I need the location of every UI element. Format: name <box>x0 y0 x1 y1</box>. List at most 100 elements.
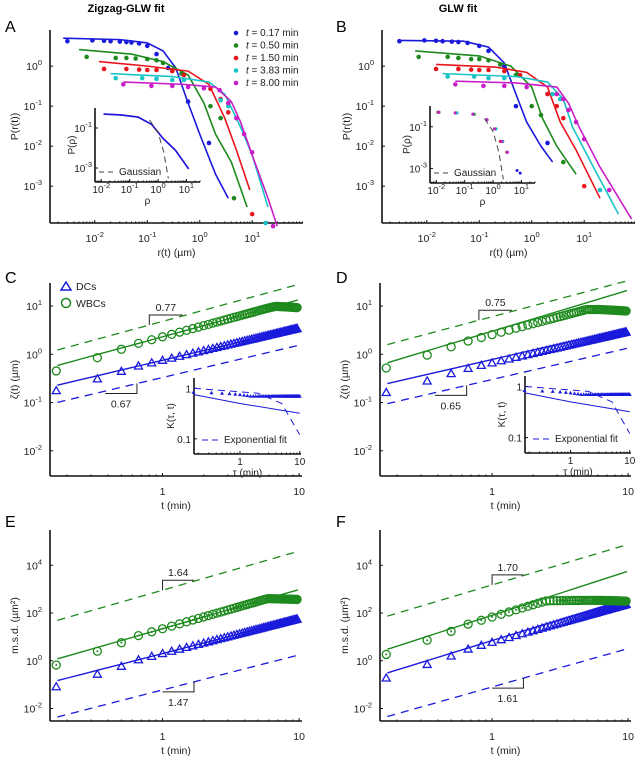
data-point <box>226 110 231 115</box>
data-point <box>124 40 129 45</box>
data-point <box>469 57 474 62</box>
data-point-circle <box>52 367 60 375</box>
data-point <box>445 55 450 60</box>
guide-dashed-line <box>387 649 627 717</box>
data-point <box>397 39 402 44</box>
exp-legend-label: Exponential fit <box>555 434 618 445</box>
data-point-circle <box>382 364 390 372</box>
tick-exponent: -2 <box>439 182 446 191</box>
data-point <box>124 56 129 61</box>
tick-exponent: 2 <box>368 605 372 614</box>
fit-line <box>399 40 552 162</box>
data-point <box>477 68 482 73</box>
data-point <box>145 44 150 49</box>
tick-exponent: -2 <box>429 230 436 239</box>
data-point-dot <box>171 625 173 627</box>
tick-exponent: -1 <box>132 181 139 190</box>
tick-exponent: -1 <box>365 395 372 404</box>
legend-marker <box>234 31 239 36</box>
inset-point <box>209 391 213 395</box>
tick-exponent: 0 <box>38 346 42 355</box>
data-point <box>250 212 255 217</box>
guide-dashed-line <box>57 551 297 620</box>
x-tick-label: 10-2 <box>418 230 436 245</box>
x-tick-label: 100 <box>524 230 540 245</box>
inset-point <box>233 392 237 396</box>
data-point <box>102 38 107 43</box>
tick-exponent: -2 <box>365 701 372 710</box>
y-tick-label: 1 <box>516 382 522 393</box>
inset: 10-2 10-1 100 10110-110-3ρP(ρ)Gaussian <box>402 106 535 208</box>
inset-point <box>493 127 496 130</box>
data-point <box>149 84 154 89</box>
data-point <box>481 84 486 89</box>
tick-exponent: 1 <box>525 182 529 191</box>
data-point <box>118 39 123 44</box>
data-point-circle <box>524 321 532 329</box>
y-tick-label: 1 <box>185 384 191 395</box>
legend-value: = 8.00 min <box>249 78 299 89</box>
data-point <box>486 49 491 54</box>
y-tick-label: 101 <box>26 298 42 313</box>
data-point <box>170 69 175 74</box>
inset-point <box>573 391 577 395</box>
fit-line <box>443 74 619 215</box>
x-tick-label: 10 <box>622 731 634 743</box>
data-point-dot <box>120 642 122 644</box>
inset-point <box>522 388 526 392</box>
tick-exponent: 0 <box>535 230 539 239</box>
tick-exponent: -1 <box>35 98 42 107</box>
data-point-dot <box>137 635 139 637</box>
x-tick-label: 100 <box>485 182 500 197</box>
data-point <box>133 56 138 61</box>
data-point <box>137 67 142 72</box>
panel-label-b: B <box>336 19 347 36</box>
x-tick-label: 1 <box>160 486 166 498</box>
data-point-triangle <box>382 388 390 395</box>
data-point-circle <box>423 351 431 359</box>
data-point <box>545 141 550 146</box>
data-point <box>582 184 587 189</box>
panel-label-d: D <box>336 270 348 287</box>
y-tick-label: 104 <box>26 557 42 572</box>
data-point-dot <box>500 613 502 615</box>
data-point <box>486 68 491 73</box>
data-point <box>218 116 223 121</box>
legend-label: DCs <box>76 281 96 293</box>
y-axis-label: P(r(t)) <box>9 113 21 140</box>
tick-exponent: 1 <box>368 298 372 307</box>
tick-exponent: -2 <box>35 701 42 710</box>
gaussian-legend-label: Gaussian <box>454 168 496 179</box>
data-point <box>554 92 559 97</box>
y-tick-label: 100 <box>26 58 42 73</box>
data-point <box>422 38 427 43</box>
data-point <box>161 61 166 66</box>
y-axis-label: ζ(t) (µm) <box>9 360 21 399</box>
data-point <box>182 73 187 78</box>
panel-label-e: E <box>5 514 16 531</box>
data-point-dot <box>467 623 469 625</box>
y-axis-label: P(ρ) <box>67 135 78 154</box>
tick-exponent: 0 <box>368 653 372 662</box>
slope-label-lower: 0.65 <box>441 400 462 412</box>
tick-exponent: 1 <box>190 181 194 190</box>
data-point <box>574 120 579 125</box>
inset: 1 1010.1τ (min)K(τ, t)Exponential fit <box>497 376 636 478</box>
y-tick-label: 100 <box>356 653 372 668</box>
data-point <box>502 76 507 81</box>
data-point <box>154 77 159 82</box>
tick-exponent: 2 <box>38 605 42 614</box>
data-point-triangle <box>447 370 455 377</box>
x-tick-label: 1 <box>489 486 495 498</box>
y-tick-label: 100 <box>26 653 42 668</box>
slope-label-upper: 0.77 <box>156 302 177 314</box>
data-point <box>226 101 231 106</box>
tick-exponent: 0 <box>38 653 42 662</box>
legend-label: t = 8.00 min <box>246 78 299 89</box>
data-point <box>472 74 477 79</box>
inset-point <box>500 140 503 143</box>
x-tick-label: 101 <box>576 230 592 245</box>
y-axis-label: m.s.d. (µm²) <box>339 597 351 654</box>
x-axis-label: r(t) (µm) <box>489 247 527 259</box>
data-point-dot <box>426 639 428 641</box>
